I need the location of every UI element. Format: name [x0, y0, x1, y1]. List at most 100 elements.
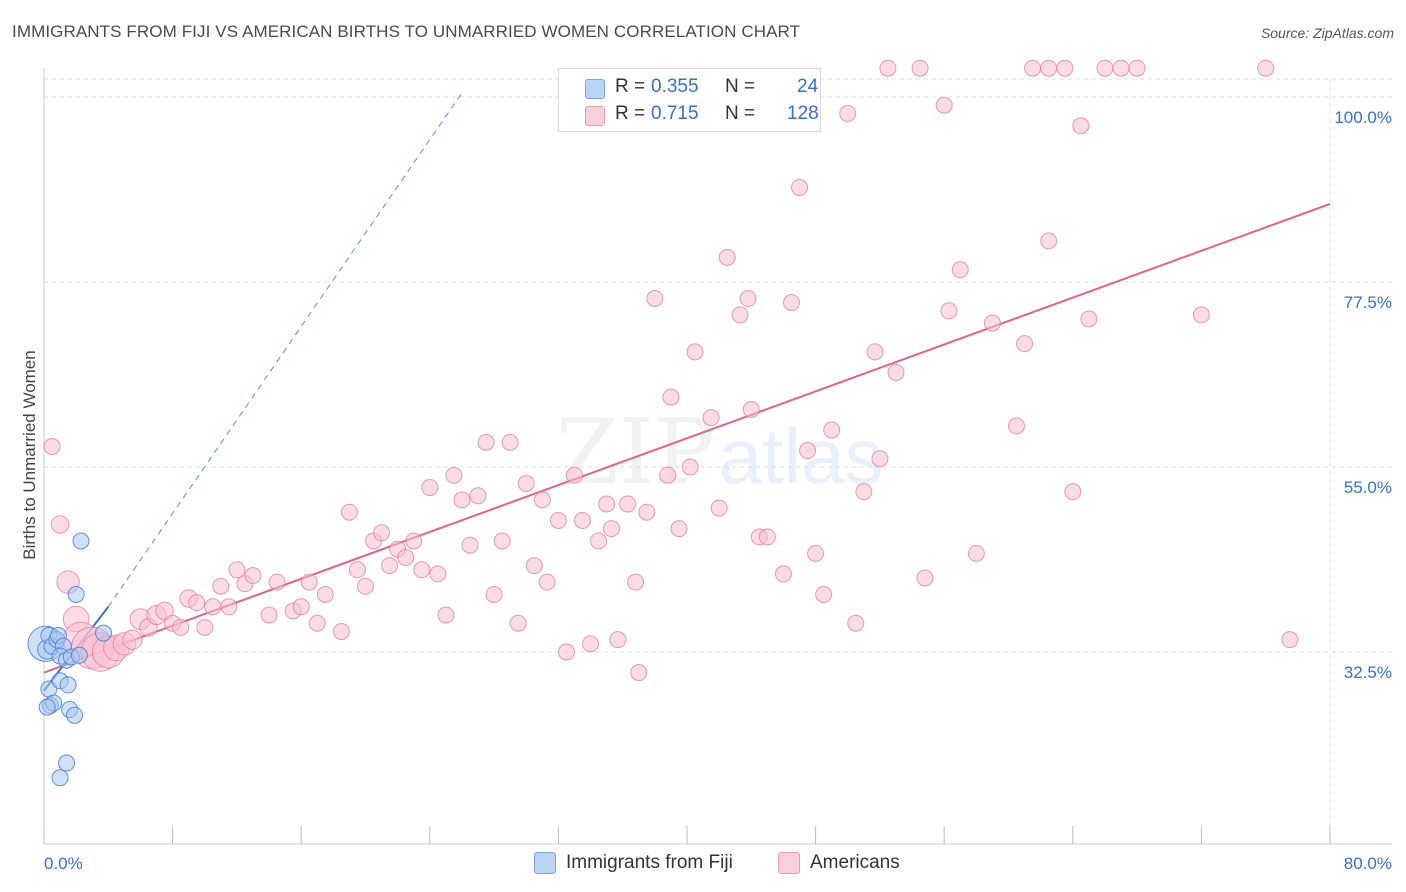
fiji-points [27, 532, 112, 787]
americans-point [799, 442, 817, 460]
fiji-point [94, 624, 112, 642]
bottom-fiji-label: Immigrants from Fiji [566, 852, 733, 873]
chart-title: IMMIGRANTS FROM FIJI VS AMERICAN BIRTHS … [12, 22, 801, 41]
americans-point [196, 618, 214, 636]
americans-point [627, 573, 645, 591]
americans-point [538, 573, 556, 591]
americans-point [731, 306, 749, 324]
fiji-point [72, 532, 90, 550]
americans-point [445, 466, 463, 484]
zipatlas-watermark: ZIPatlas [556, 400, 883, 505]
fiji-r-value: 0.355 [651, 76, 699, 97]
americans-point [204, 598, 222, 616]
americans-point [598, 495, 616, 513]
bottom-fiji-swatch [534, 852, 556, 874]
americans-r-label: R = [615, 103, 646, 124]
tick-labels: 32.5% 55.0% 77.5% 100.0% 0.0% 80.0% Births to … [20, 108, 1392, 873]
americans-point [582, 635, 600, 653]
americans-point [300, 573, 318, 591]
americans-point [43, 437, 61, 455]
americans-point [871, 450, 889, 468]
americans-point [1281, 631, 1299, 649]
americans-point [397, 548, 415, 566]
americans-point [517, 474, 535, 492]
americans-point [413, 561, 431, 579]
americans-point [774, 565, 792, 583]
y-axis-label: Births to Unmarried Women [20, 350, 39, 559]
x-tick-label-max: 80.0% [1344, 854, 1392, 873]
americans-point [1008, 417, 1026, 435]
americans-point [525, 557, 543, 575]
americans-point [469, 487, 487, 505]
americans-point [823, 421, 841, 439]
americans-point [405, 532, 423, 550]
americans-point [268, 573, 286, 591]
fiji-n-label: N = [725, 76, 756, 97]
americans-point [437, 606, 455, 624]
americans-point [742, 400, 760, 418]
americans-point [758, 528, 776, 546]
americans-point [702, 409, 720, 427]
americans-point [1096, 59, 1114, 77]
americans-point [461, 536, 479, 554]
fiji-n-value: 24 [797, 76, 819, 97]
americans-n-label: N = [725, 103, 756, 124]
fiji-point [51, 769, 69, 787]
americans-point [619, 495, 637, 513]
americans-point [681, 458, 699, 476]
y-tick-label-0: 32.5% [1344, 663, 1392, 682]
americans-point [710, 499, 728, 517]
americans-r-value: 0.715 [651, 103, 699, 124]
trend-lines [43, 92, 1331, 692]
americans-point [549, 511, 567, 529]
americans-point [340, 503, 358, 521]
americans-point [1257, 59, 1275, 77]
americans-point [839, 104, 857, 122]
americans-point [373, 524, 391, 542]
americans-point [670, 520, 688, 538]
y-tick-label-2: 77.5% [1344, 293, 1392, 312]
americans-point [574, 511, 592, 529]
bottom-americans-swatch [778, 852, 800, 874]
americans-point [421, 479, 439, 497]
americans-point [357, 577, 374, 595]
americans-point [565, 466, 583, 484]
source-credit: Source: ZipAtlas.com [1260, 25, 1394, 41]
americans-point [1112, 59, 1130, 77]
fiji-point [66, 706, 84, 724]
americans-point [348, 561, 366, 579]
americans-point [887, 363, 905, 381]
americans-point [292, 598, 310, 616]
fiji-point [70, 646, 88, 664]
americans-point [782, 294, 800, 312]
americans-point [602, 520, 620, 538]
americans-point [509, 614, 527, 632]
watermark-zip: ZIP [556, 400, 715, 505]
americans-point [172, 618, 190, 636]
americans-point [1040, 59, 1058, 77]
americans-point [911, 59, 929, 77]
americans-point [381, 557, 399, 575]
y-tick-label-1: 55.0% [1344, 478, 1392, 497]
americans-point [983, 314, 1001, 332]
americans-point [847, 614, 865, 632]
americans-point [739, 289, 757, 307]
americans-point [220, 598, 238, 616]
americans-point [951, 261, 969, 279]
americans-point [1080, 310, 1098, 328]
americans-point [485, 585, 503, 603]
americans-point [967, 544, 985, 562]
americans-point [879, 59, 897, 77]
americans-point [791, 178, 809, 196]
americans-n-value: 128 [787, 103, 819, 124]
americans-point [718, 248, 736, 266]
americans-point [50, 515, 70, 534]
americans-point [638, 503, 656, 521]
americans-point [1064, 483, 1082, 501]
fiji-point [38, 698, 56, 716]
americans-point [662, 388, 680, 406]
americans-point [1128, 59, 1146, 77]
americans-point [807, 544, 825, 562]
americans-point [533, 491, 551, 509]
fiji-point [58, 754, 76, 772]
